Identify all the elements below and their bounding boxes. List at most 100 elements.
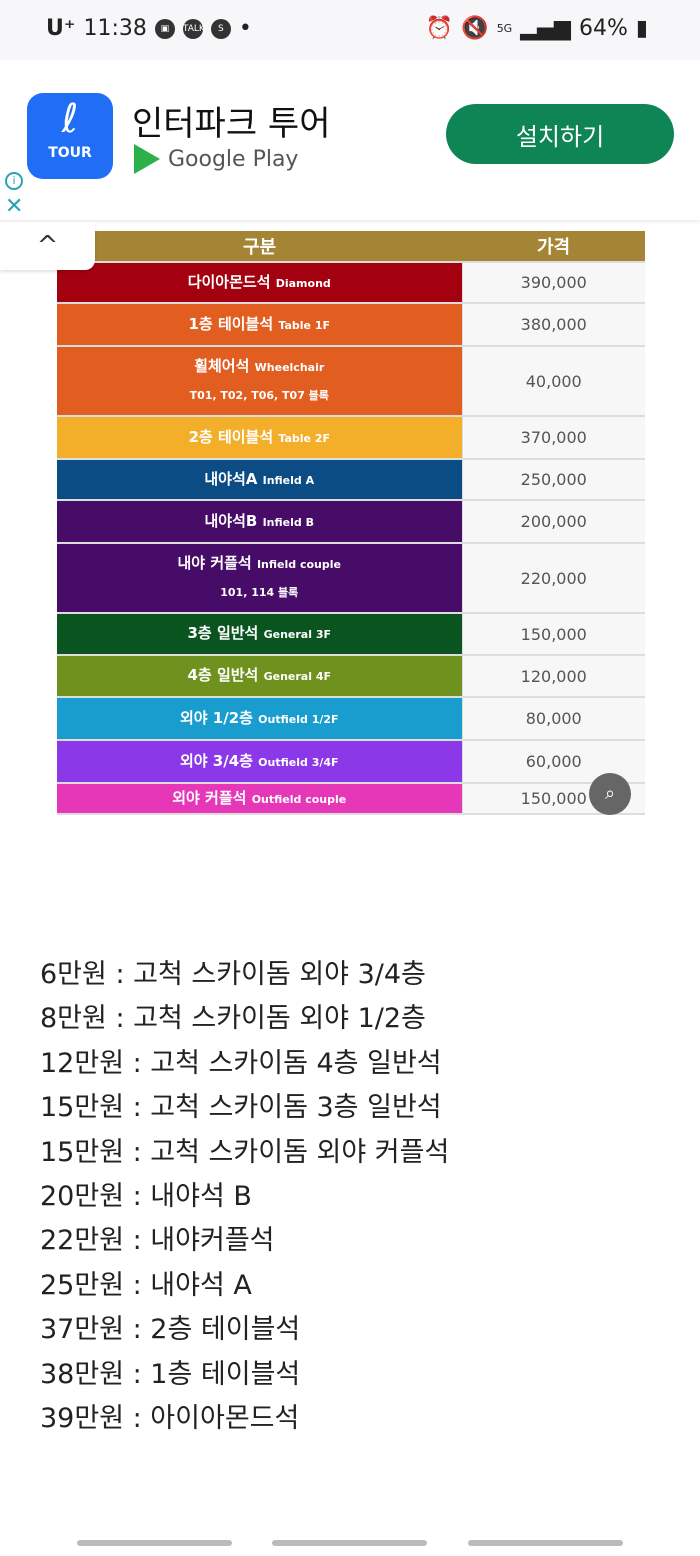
list-item: 39만원 : 아이아몬드석 [40,1403,300,1435]
seat-name-en: Table 2F [278,431,331,445]
table-row: 외야 3/4층 Outfield 3/4F 60,000 [57,740,645,784]
seat-name-en: General 4F [263,670,331,683]
seat-name-en: Outfield couple [251,792,347,806]
carrier: U⁺ [46,16,76,41]
install-button[interactable]: 설치하기 [446,104,674,164]
seat-name-en: Outfield 1/2F [258,712,339,726]
app-logo-icon: ℓ [61,96,79,142]
seat-category: 1층 테이블석 Table 1F [57,303,462,347]
ad-info-icon[interactable]: i [5,172,23,190]
seat-price: 150,000 [461,613,645,656]
list-item: 37만원 : 2층 테이블석 [40,1314,301,1346]
gallery-icon: ▣ [154,18,175,39]
list-item: 8만원 : 고척 스카이돔 외야 1/2층 [40,1003,426,1035]
seat-category: 내야석B Infield B [57,500,462,544]
seat-name-en: Diamond [275,276,331,290]
seat-name-ko: 내야석B [204,511,258,530]
list-item: 12만원 : 고척 스카이돔 4층 일반석 [40,1047,442,1079]
list-item: 6만원 : 고척 스카이돔 외야 3/4층 [40,959,426,990]
table-row: 내야 커플석 Infield couple 101, 114 블록 220,000 [57,543,645,614]
dot-icon: • [238,16,252,41]
header-category: 구분 [57,231,462,263]
seat-name-ko: 외야 커플석 [172,788,247,807]
seat-name-en: Infield B [262,515,314,529]
seat-category: 다이아몬드석 Diamond [57,262,462,304]
seat-name-ko: 3층 일반석 [187,624,259,642]
seat-name-en: Infield A [262,473,315,487]
seat-blocks: T01, T02, T06, T07 블록 [189,389,329,402]
seat-name-en: Outfield 3/4F [258,755,339,769]
table-row: 4층 일반석 General 4F 120,000 [57,655,645,698]
kakaotalk-icon: TALK [182,18,205,39]
seat-category: 외야 커플석 Outfield couple [57,783,462,815]
price-table: 구분 가격 다이아몬드석 Diamond 390,000 1층 테이블석 Table… [57,231,645,815]
store-name: Google Play [168,146,299,172]
list-item: 38만원 : 1층 테이블석 [40,1358,301,1390]
table-row: 외야 커플석 Outfield couple 150,000 [57,783,645,815]
seat-name-en: Wheelchair [254,361,325,374]
seat-price: 380,000 [461,303,645,347]
seat-price: 390,000 [461,262,645,304]
nav-bar [0,1540,700,1548]
seat-name-en: Table 1F [278,318,331,332]
store-badge: Google Play [134,144,298,174]
seat-name-ko: 외야 1/2층 [179,708,253,727]
s-app-icon: S [210,18,231,39]
table-row: 2층 테이블석 Table 2F 370,000 [57,416,645,460]
seat-name-ko: 내야 커플석 [177,554,252,572]
table-row: 휠체어석 Wheelchair T01, T02, T06, T07 블록 40,0… [57,346,645,417]
seat-price: 200,000 [461,500,645,544]
alarm-icon: ⏰ [425,16,454,41]
list-item: 22만원 : 내야커플석 [40,1225,275,1257]
seat-price: 40,000 [461,346,645,417]
list-item: 20만원 : 내야석 B [40,1181,252,1213]
seat-category: 내야석A Infield A [57,459,462,501]
seat-name-en: General 3F [263,628,331,641]
seat-price: 220,000 [461,543,645,614]
seat-category: 내야 커플석 Infield couple 101, 114 블록 [57,543,462,614]
price-list: 6만원 : 고척 스카이돔 외야 3/4층 8만원 : 고척 스카이돔 외야 1/… [40,953,449,1441]
app-icon[interactable]: ℓ TOUR [27,93,113,179]
nav-home[interactable] [272,1540,427,1546]
seat-category: 4층 일반석 General 4F [57,655,462,698]
seat-category: 2층 테이블석 Table 2F [57,416,462,460]
seat-price: 250,000 [461,459,645,501]
header-price: 가격 [462,231,645,263]
battery-level: 64% [578,16,628,41]
seat-name-ko: 1층 테이블석 [188,314,274,333]
list-item: 25만원 : 내야석 A [40,1269,252,1301]
image-search-icon[interactable]: ⌕ [589,773,631,815]
seat-category: 휠체어석 Wheelchair T01, T02, T06, T07 블록 [57,346,462,417]
seat-price: 80,000 [461,697,645,741]
seat-name-ko: 2층 테이블석 [188,427,274,446]
seat-name-en: Infield couple [256,558,341,571]
mute-icon: 🔇 [461,16,489,41]
table-row: 3층 일반석 General 3F 150,000 [57,613,645,656]
nav-back[interactable] [468,1540,623,1546]
battery-icon: ▮ [635,16,648,41]
signal-icon: ▂▄▆ [520,16,571,41]
table-row: 1층 테이블석 Table 1F 380,000 [57,303,645,347]
clock: 11:38 [83,16,147,41]
ad-close-icon[interactable]: ✕ [5,194,24,219]
collapse-ad-button[interactable]: ^ [0,222,95,270]
table-row: 다이아몬드석 Diamond 390,000 [57,262,645,304]
seat-name-ko: 외야 3/4층 [179,751,253,770]
list-item: 15만원 : 고척 스카이돔 3층 일반석 [40,1092,442,1124]
nav-recents[interactable] [77,1540,232,1546]
seat-name-ko: 내야석A [204,469,258,488]
seat-category: 외야 3/4층 Outfield 3/4F [57,740,462,784]
ad-banner[interactable]: ℓ TOUR 인터파크 투어 Google Play 설치하기 i ✕ [0,60,700,220]
seat-category: 외야 1/2층 Outfield 1/2F [57,697,462,741]
table-row: 외야 1/2층 Outfield 1/2F 80,000 [57,697,645,741]
status-bar: U⁺ 11:38 ▣ TALK S • ⏰ 🔇 5G ▂▄▆ 64% ▮ [0,0,700,60]
seat-category: 3층 일반석 General 3F [57,613,462,656]
seat-blocks: 101, 114 블록 [220,586,299,599]
table-row: 내야석A Infield A 250,000 [57,459,645,501]
5g-icon: 5G [496,22,513,35]
seat-name-ko: 휠체어석 [194,357,250,375]
app-name[interactable]: 인터파크 투어 [132,104,331,144]
app-icon-label: TOUR [48,145,92,161]
seat-name-ko: 4층 일반석 [187,666,259,684]
list-item: 15만원 : 고척 스카이돔 외야 커플석 [40,1136,450,1168]
